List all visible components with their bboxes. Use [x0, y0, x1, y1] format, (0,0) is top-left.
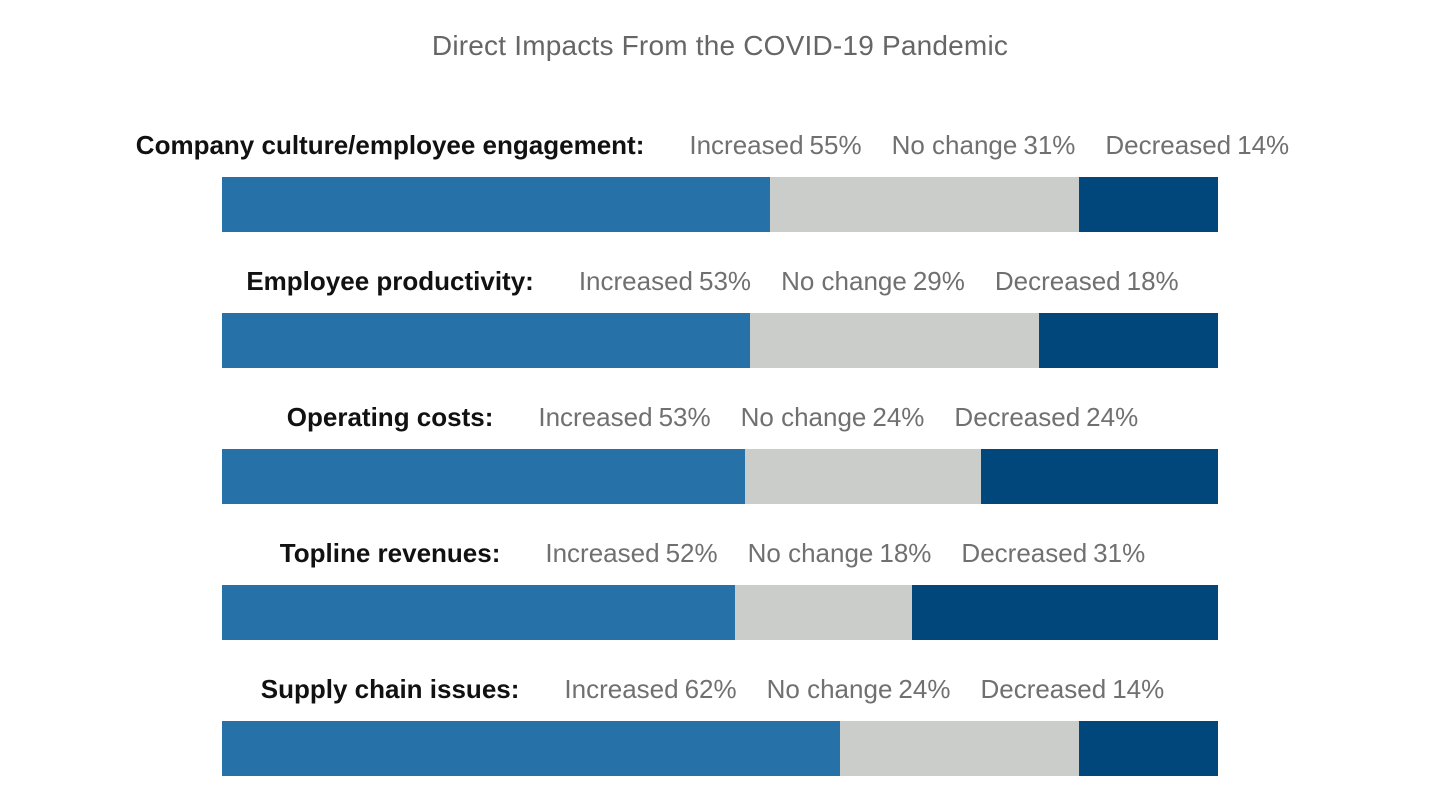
- bar-stack: [222, 449, 1218, 504]
- series-value: 14%: [1112, 674, 1165, 704]
- category-label: Topline revenues:: [279, 538, 501, 568]
- bar-segment-no-change: [769, 177, 1079, 232]
- series-name: Decreased: [1105, 130, 1232, 160]
- bar-stack: [222, 585, 1218, 640]
- row-label-line: Employee productivity: Increased 53% No cha…: [0, 263, 1440, 299]
- decreased-data-label: Decreased 18%: [995, 266, 1179, 296]
- series-value: 29%: [912, 266, 965, 296]
- series-name: No change: [891, 130, 1018, 160]
- increased-data-label: Increased 52%: [545, 538, 717, 568]
- series-name: Increased: [578, 266, 694, 296]
- bar-segment-increased: [222, 313, 750, 368]
- row-label-line: Company culture/employee engagement: Incr…: [0, 127, 1440, 163]
- series-name: Increased: [538, 402, 653, 432]
- bar-segment-decreased: [1038, 313, 1218, 368]
- no-change-data-label: No change 24%: [741, 402, 925, 432]
- decreased-data-label: Decreased 24%: [954, 402, 1138, 432]
- series-name: No change: [781, 266, 907, 296]
- bar-segment-increased: [222, 449, 745, 504]
- increased-data-label: Increased 53%: [538, 402, 710, 432]
- series-name: No change: [747, 538, 874, 568]
- series-name: No change: [740, 402, 867, 432]
- series-name: Increased: [689, 130, 804, 160]
- series-value: 14%: [1237, 130, 1290, 160]
- bar-segment-increased: [222, 721, 840, 776]
- bar-stack: [222, 177, 1218, 232]
- series-name: Increased: [545, 538, 660, 568]
- row-label-line: Topline revenues: Increased 52% No change 18…: [0, 535, 1440, 571]
- category-label: Employee productivity:: [246, 266, 534, 296]
- decreased-data-label: Decreased 14%: [1105, 130, 1289, 160]
- series-value: 24%: [1086, 402, 1139, 432]
- increased-data-label: Increased 53%: [579, 266, 751, 296]
- series-value: 18%: [1126, 266, 1179, 296]
- series-name: Decreased: [994, 266, 1121, 296]
- bar-segment-increased: [222, 585, 735, 640]
- decreased-data-label: Decreased 31%: [961, 538, 1145, 568]
- series-name: Decreased: [980, 674, 1107, 704]
- series-name: Increased: [564, 674, 679, 704]
- bar-stack: [222, 721, 1218, 776]
- bar-stack: [222, 313, 1218, 368]
- series-value: 31%: [1093, 538, 1146, 568]
- bar-segment-decreased: [912, 585, 1218, 640]
- bar-segment-decreased: [981, 449, 1218, 504]
- series-value: 53%: [699, 266, 752, 296]
- bar-segment-no-change: [744, 449, 982, 504]
- series-value: 24%: [898, 674, 951, 704]
- bar-segment-no-change: [839, 721, 1079, 776]
- series-value: 18%: [879, 538, 932, 568]
- no-change-data-label: No change 18%: [748, 538, 932, 568]
- no-change-data-label: No change 31%: [892, 130, 1076, 160]
- no-change-data-label: No change 29%: [781, 266, 965, 296]
- series-name: Decreased: [961, 538, 1088, 568]
- series-value: 24%: [872, 402, 925, 432]
- series-value: 52%: [665, 538, 718, 568]
- series-value: 31%: [1023, 130, 1076, 160]
- series-name: Decreased: [954, 402, 1081, 432]
- bar-segment-no-change: [734, 585, 913, 640]
- series-name: No change: [766, 674, 893, 704]
- series-value: 55%: [809, 130, 862, 160]
- category-label: Company culture/employee engagement:: [135, 130, 645, 160]
- series-value: 53%: [658, 402, 711, 432]
- category-label: Operating costs:: [286, 402, 494, 432]
- bar-segment-no-change: [749, 313, 1039, 368]
- increased-data-label: Increased 62%: [564, 674, 736, 704]
- bar-segment-decreased: [1078, 177, 1218, 232]
- decreased-data-label: Decreased 14%: [980, 674, 1164, 704]
- series-value: 62%: [684, 674, 737, 704]
- row-label-line: Operating costs: Increased 53% No change 24%…: [0, 399, 1440, 435]
- bar-segment-increased: [222, 177, 770, 232]
- row-label-line: Supply chain issues: Increased 62% No chang…: [0, 671, 1440, 707]
- chart-title: Direct Impacts From the COVID-19 Pandemi…: [431, 30, 1009, 61]
- category-label: Supply chain issues:: [260, 674, 520, 704]
- no-change-data-label: No change 24%: [767, 674, 951, 704]
- increased-data-label: Increased 55%: [689, 130, 861, 160]
- bar-segment-decreased: [1078, 721, 1218, 776]
